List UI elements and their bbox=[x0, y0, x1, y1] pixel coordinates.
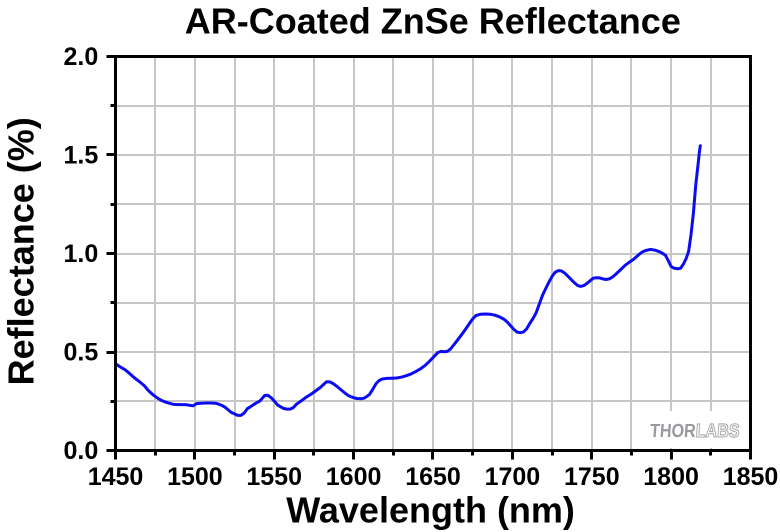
svg-text:1500: 1500 bbox=[167, 463, 223, 491]
svg-text:0.5: 0.5 bbox=[64, 339, 99, 367]
svg-text:LABS: LABS bbox=[695, 420, 741, 442]
svg-text:Reflectance (%): Reflectance (%) bbox=[1, 117, 42, 385]
svg-text:0.0: 0.0 bbox=[64, 437, 99, 465]
svg-text:1550: 1550 bbox=[246, 463, 302, 491]
svg-text:Wavelength (nm): Wavelength (nm) bbox=[286, 490, 575, 531]
svg-text:1850: 1850 bbox=[723, 463, 779, 491]
svg-text:1650: 1650 bbox=[405, 463, 461, 491]
svg-text:1.0: 1.0 bbox=[64, 240, 99, 268]
svg-text:1750: 1750 bbox=[564, 463, 620, 491]
svg-text:1.5: 1.5 bbox=[64, 142, 99, 170]
svg-text:1600: 1600 bbox=[326, 463, 382, 491]
svg-text:1700: 1700 bbox=[485, 463, 541, 491]
svg-text:THOR: THOR bbox=[649, 420, 696, 442]
svg-text:AR-Coated ZnSe Reflectance: AR-Coated ZnSe Reflectance bbox=[185, 1, 681, 42]
svg-text:2.0: 2.0 bbox=[64, 43, 99, 71]
svg-text:1450: 1450 bbox=[88, 463, 144, 491]
svg-text:1800: 1800 bbox=[643, 463, 699, 491]
